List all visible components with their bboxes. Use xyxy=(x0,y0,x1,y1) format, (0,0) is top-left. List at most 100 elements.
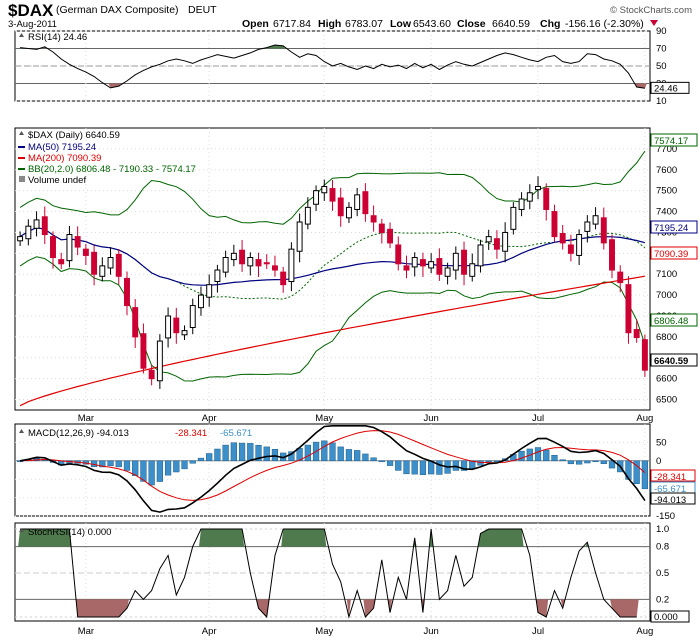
price-value-label: 7090.39 xyxy=(654,249,688,260)
candle-body xyxy=(115,253,122,277)
macd-histogram-bar xyxy=(559,459,566,462)
candle-body xyxy=(370,215,377,223)
macd-histogram-bar xyxy=(411,460,418,475)
price-tick-label: 7700 xyxy=(656,144,677,155)
macd-histogram-bar xyxy=(189,460,196,464)
macd-line xyxy=(19,424,646,513)
candle-body xyxy=(510,206,517,230)
macd-histogram-bar xyxy=(575,460,583,465)
macd-histogram-bar xyxy=(378,460,385,463)
macd-histogram-bar xyxy=(99,460,106,468)
macd-value-box xyxy=(650,492,696,505)
macd-histogram-bar xyxy=(247,443,254,462)
stochrsi-oversold-fill xyxy=(560,599,565,609)
candle-body xyxy=(107,257,114,269)
candle-body xyxy=(617,271,624,284)
rsi-line xyxy=(20,44,645,89)
macd-value-label: -28.341 xyxy=(654,472,686,483)
macd-histogram-bar xyxy=(477,460,484,466)
month-label: Mar xyxy=(78,626,94,637)
stochrsi-overbought-fill xyxy=(199,529,245,547)
macd-histogram-bar xyxy=(386,460,394,466)
candle-body xyxy=(600,217,607,244)
stochrsi-tick-label: 1.0 xyxy=(656,524,669,535)
high-label: High xyxy=(318,18,341,30)
macd-histogram-bar xyxy=(518,450,525,462)
high-value: 6783.07 xyxy=(345,18,383,30)
ticker-symbol: $DAX xyxy=(8,1,54,20)
candle-body xyxy=(411,257,418,268)
macd-histogram-bar xyxy=(485,460,492,463)
candle-body xyxy=(444,267,451,277)
price-value-box xyxy=(650,133,698,147)
macd-histogram-bar xyxy=(115,460,122,468)
candle-body xyxy=(198,294,204,309)
chg-label: Chg xyxy=(540,18,560,30)
macd-histogram-bar xyxy=(263,446,270,462)
legend-price: $DAX (Daily) 6640.59 xyxy=(28,130,120,141)
stochrsi-title: StochRSI(14) 0.000 xyxy=(28,527,111,538)
open-value: 6717.84 xyxy=(273,18,311,30)
stochrsi-oversold-fill xyxy=(363,599,376,617)
macd-histogram-bar xyxy=(156,460,163,482)
triangle-icon xyxy=(19,131,24,135)
stochrsi-oversold-fill xyxy=(610,599,639,617)
macd-histogram-bar xyxy=(181,460,188,470)
bb-middle-line xyxy=(19,227,646,300)
macd-histogram-bar xyxy=(345,449,353,462)
month-label: May xyxy=(315,626,333,637)
macd-histogram-bar xyxy=(337,446,344,462)
stochrsi-last-value: 0.000 xyxy=(654,612,678,623)
candle-body xyxy=(485,236,492,243)
macd-value-box xyxy=(650,469,696,482)
macd-histogram-bar xyxy=(419,460,427,475)
month-label: Apr xyxy=(202,413,217,424)
candle-body xyxy=(559,232,566,244)
rsi-value-box xyxy=(650,81,690,94)
price-tick-label: 7600 xyxy=(656,165,677,176)
macd-tick-label: 50 xyxy=(656,437,667,448)
macd-histogram-bar xyxy=(633,460,640,484)
candle-body xyxy=(329,188,336,202)
stochrsi-tick-label: 0.8 xyxy=(656,542,669,553)
candle-body xyxy=(337,197,344,217)
candle-body xyxy=(288,248,295,283)
macd-histogram-bar xyxy=(551,455,558,462)
candle-body xyxy=(625,284,632,334)
candle-body xyxy=(181,330,188,336)
candle-body xyxy=(58,259,65,265)
macd-histogram-bar xyxy=(592,460,599,463)
macd-histogram-bar xyxy=(395,460,402,471)
price-value-box xyxy=(650,353,698,367)
chart-date: 3-Aug-2011 xyxy=(8,19,57,30)
ma200-line xyxy=(19,275,646,407)
ma50-line xyxy=(19,226,646,286)
month-label: Jul xyxy=(532,413,544,424)
candle-body xyxy=(271,265,278,271)
candle-body xyxy=(304,206,311,225)
candle-body xyxy=(576,234,583,256)
candle-body xyxy=(255,259,262,267)
macd-histogram-bar xyxy=(608,460,616,469)
close-label: Close xyxy=(457,18,486,30)
price-value-label: 6640.59 xyxy=(654,356,688,367)
candle-body xyxy=(419,259,426,267)
macd-histogram-bar xyxy=(567,460,575,465)
macd-histogram-bar xyxy=(107,460,114,467)
candle-body xyxy=(263,262,270,265)
price-legend: $DAX (Daily) 6640.59 MA(50) 7195.24 MA(2… xyxy=(18,130,196,186)
chg-value: -156.16 (-2.30%) xyxy=(565,18,644,30)
stochrsi-overbought-fill xyxy=(281,529,327,547)
stochrsi-tick-label: 0.2 xyxy=(656,594,669,605)
triangle-icon xyxy=(19,429,24,433)
price-value-label: 7195.24 xyxy=(654,223,688,234)
candle-body xyxy=(296,221,303,252)
macd-histogram-bar xyxy=(460,460,468,471)
index-name: (German DAX Composite) xyxy=(56,4,179,16)
macd-histogram-bar xyxy=(534,447,542,462)
candle-body xyxy=(378,223,385,233)
macd-histogram-bar xyxy=(255,445,262,462)
stochrsi-oversold-fill xyxy=(388,599,392,613)
